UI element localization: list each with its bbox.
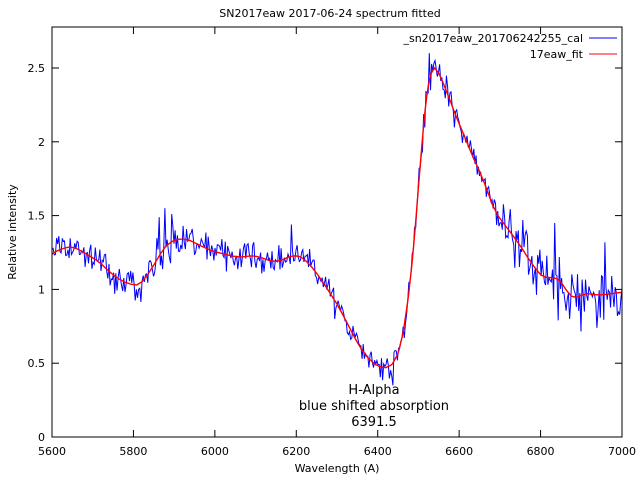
legend-label-fit: 17eaw_fit — [530, 48, 584, 61]
x-tick-label: 6600 — [445, 445, 473, 458]
spectrum-data-line — [51, 53, 623, 386]
x-tick-label: 6000 — [201, 445, 229, 458]
annotation-line-wavelength: 6391.5 — [351, 415, 397, 430]
fit-line — [51, 66, 623, 369]
annotation-line-halpha: H-Alpha — [348, 383, 399, 398]
axis-ticks — [51, 27, 623, 438]
y-tick-label: 0.5 — [28, 357, 46, 370]
y-tick-label: 1 — [38, 283, 45, 296]
x-tick-label: 6800 — [527, 445, 555, 458]
y-tick-label: 2 — [38, 136, 45, 149]
y-axis-label: Relative intensity — [6, 184, 19, 280]
x-tick-label: 5800 — [119, 445, 147, 458]
legend-label-cal: _sn2017eaw_201706242255_cal — [402, 32, 583, 45]
x-axis-label: Wavelength (A) — [295, 462, 380, 475]
legend: _sn2017eaw_201706242255_cal 17eaw_fit — [402, 32, 617, 61]
y-tick-label: 2.5 — [28, 62, 46, 75]
plot-title: SN2017eaw 2017-06-24 spectrum fitted — [219, 7, 440, 20]
y-tick-label: 1.5 — [28, 210, 46, 223]
x-tick-label: 5600 — [38, 445, 66, 458]
halpha-annotation: H-Alpha blue shifted absorption 6391.5 — [299, 383, 449, 430]
x-tick-label: 7000 — [608, 445, 636, 458]
annotation-line-blueshift: blue shifted absorption — [299, 399, 449, 414]
plot-curves — [51, 53, 623, 386]
x-tick-label: 6400 — [364, 445, 392, 458]
plot-border — [51, 26, 623, 438]
axis-tick-labels: 5600 5800 6000 6200 6400 6600 6800 7000 0 0.5 1 1.5… — [28, 62, 637, 458]
y-tick-label: 0 — [38, 431, 45, 444]
x-tick-label: 6200 — [282, 445, 310, 458]
